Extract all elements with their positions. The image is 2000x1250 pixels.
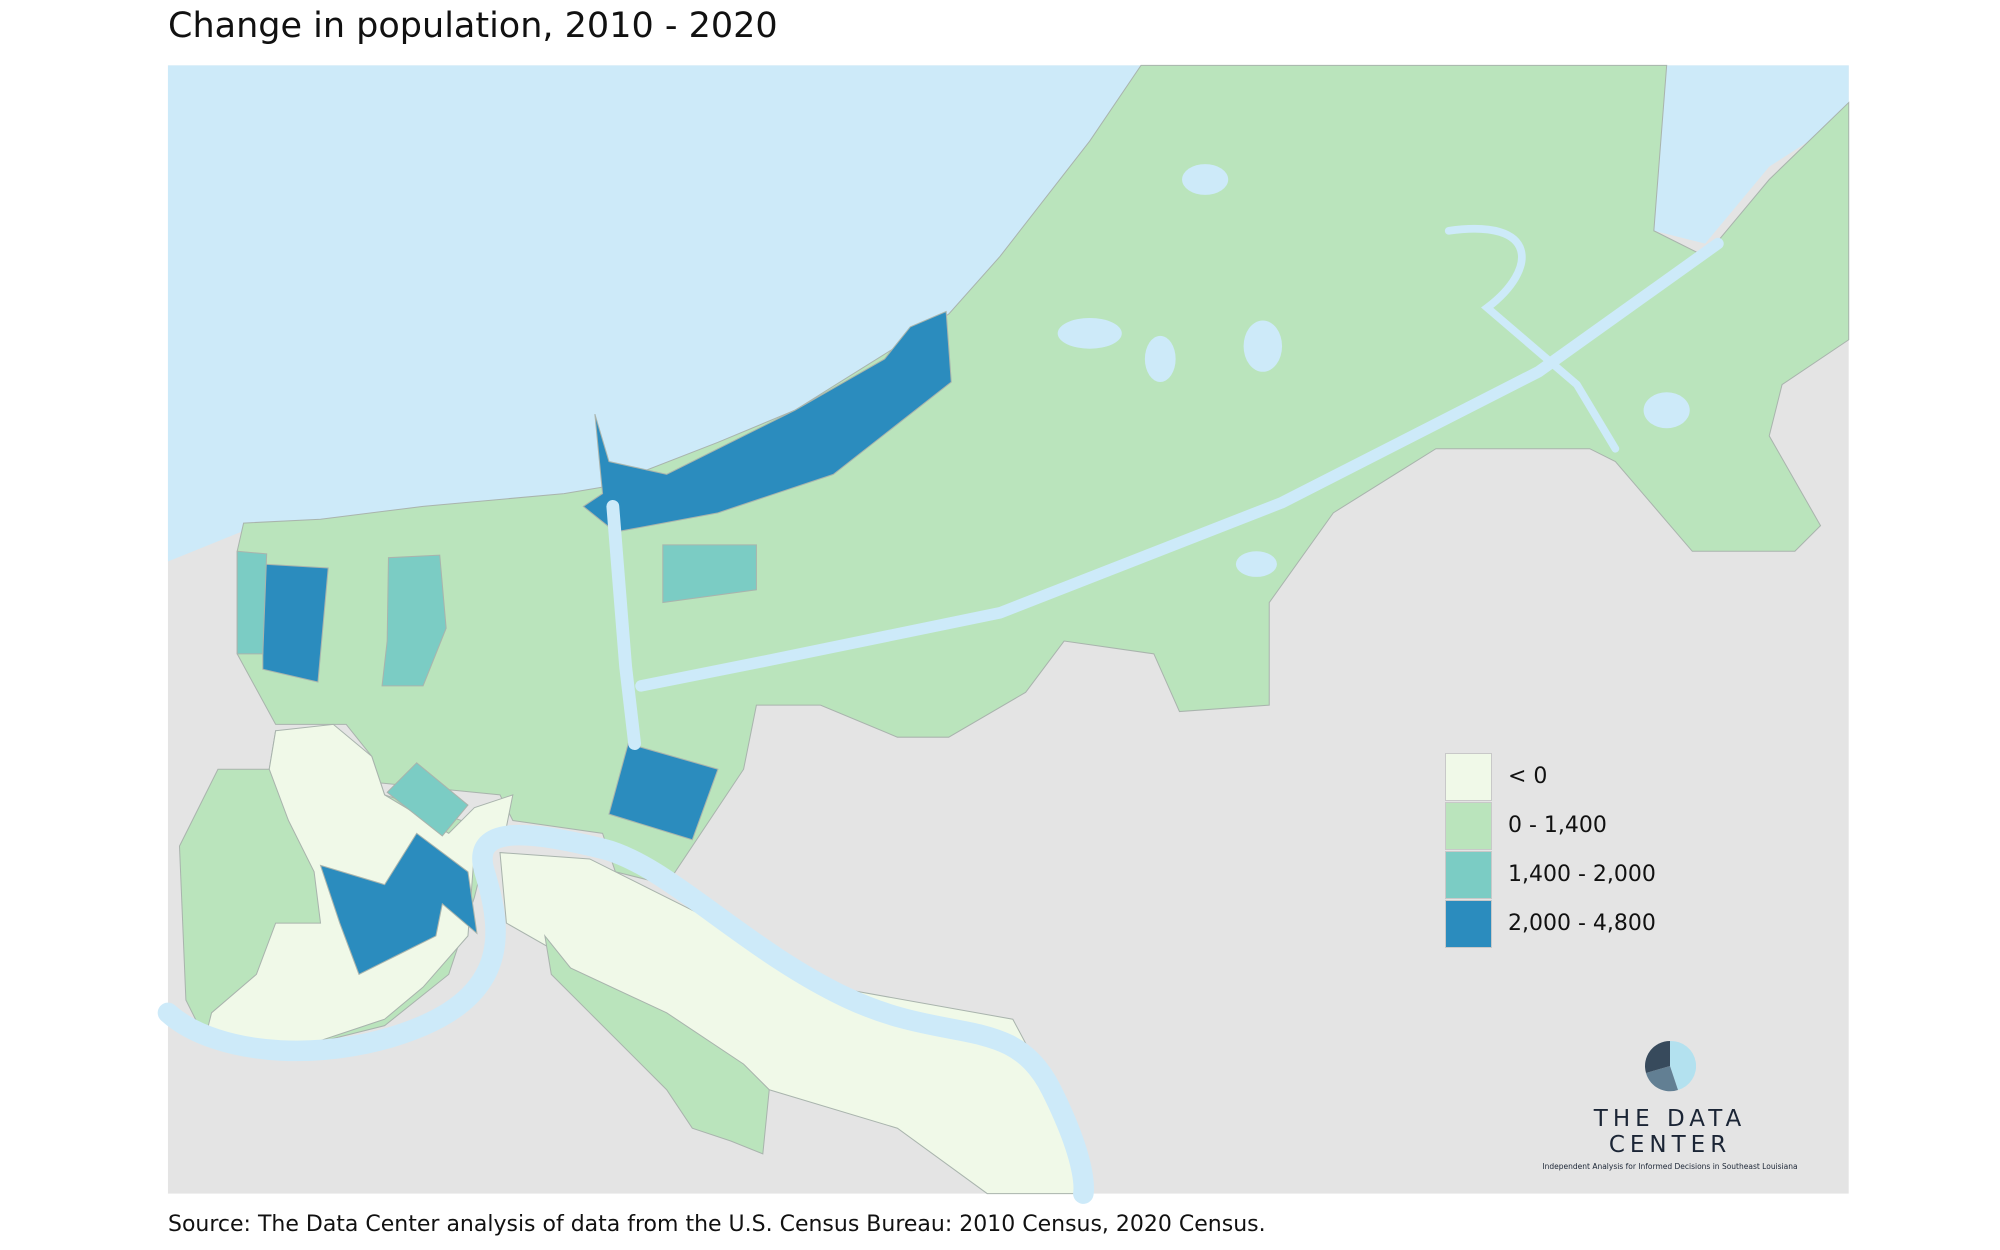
source-note: Source: The Data Center analysis of data… (168, 1212, 1266, 1237)
industrial-canal (606, 500, 642, 751)
legend-label: 0 - 1,400 (1508, 813, 1607, 838)
lake-borgne-north (1435, 65, 1849, 244)
data-center-logo: THE DATA CENTER Independent Analysis for… (1540, 1040, 1800, 1171)
logo-pie-icon (1645, 1040, 1697, 1092)
pond (1144, 335, 1176, 383)
region-0-1400-westbank (544, 934, 770, 1155)
legend-item: 2,000 - 4,800 (1445, 899, 1656, 948)
region-1400-2000-d (386, 762, 469, 837)
pond (1235, 551, 1277, 577)
region-2000-4800-lower9 (608, 742, 719, 841)
region-1400-2000-c (662, 544, 757, 604)
lake-pontchartrain (167, 65, 1142, 562)
region-2000-4800-cbd (319, 832, 478, 976)
logo-name: THE DATA CENTER (1593, 1106, 1747, 1158)
legend-swatch (1445, 752, 1492, 801)
east-channel (1444, 225, 1620, 453)
intracoastal-waterway (635, 237, 1724, 692)
legend-item: 0 - 1,400 (1445, 801, 1656, 850)
legend-swatch (1445, 801, 1492, 850)
region-1400-2000-a (236, 550, 268, 655)
legend-item: < 0 (1445, 752, 1656, 801)
map-title: Change in population, 2010 - 2020 (168, 6, 778, 46)
mississippi-river (157, 824, 1094, 1204)
legend: < 0 0 - 1,400 1,400 - 2,000 2,000 - 4,80… (1445, 752, 1656, 948)
pond (1182, 164, 1229, 195)
logo-tagline: Independent Analysis for Informed Decisi… (1542, 1162, 1798, 1171)
pond (1057, 317, 1122, 349)
pond (1643, 392, 1690, 429)
legend-item: 1,400 - 2,000 (1445, 850, 1656, 899)
legend-label: 2,000 - 4,800 (1508, 911, 1656, 936)
legend-swatch (1445, 850, 1492, 899)
region-1400-2000-b (381, 554, 447, 687)
region-2000-4800-lakefront-east (582, 310, 952, 533)
legend-label: 1,400 - 2,000 (1508, 862, 1656, 887)
legend-label: < 0 (1508, 764, 1548, 789)
region-2000-4800-lakeview (262, 563, 329, 683)
legend-swatch (1445, 899, 1492, 948)
pond (1243, 320, 1283, 372)
